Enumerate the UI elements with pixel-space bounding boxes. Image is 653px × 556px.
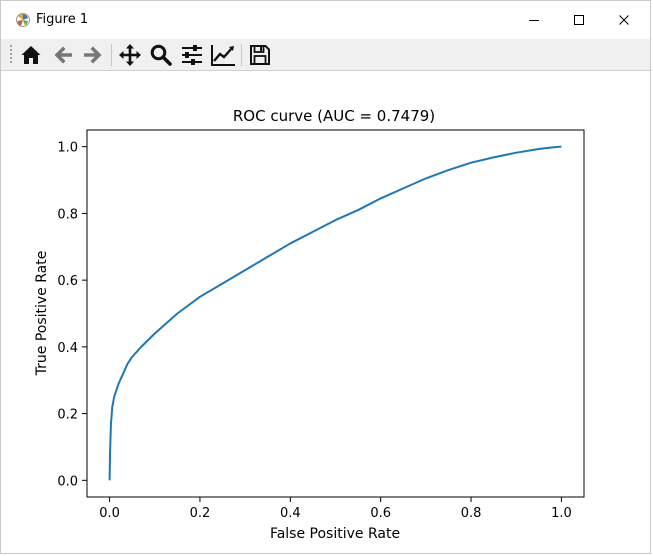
forward-button[interactable] (79, 42, 107, 68)
roc-chart: ROC curve (AUC = 0.7479) 0.0 0.2 0.4 0.6 0.8… (34, 107, 585, 542)
save-button[interactable] (246, 42, 274, 68)
arrow-right-icon (84, 46, 102, 64)
pan-button[interactable] (116, 42, 144, 68)
axes-frame (86, 129, 585, 498)
edit-axis-button[interactable] (209, 42, 237, 68)
zoom-button[interactable] (147, 42, 175, 68)
title-bar[interactable]: Figure 1 (1, 1, 650, 39)
arrow-left-icon (54, 46, 72, 64)
minimize-button[interactable] (511, 1, 557, 39)
x-axis-label: False Positive Rate (270, 526, 400, 542)
maximize-button[interactable] (556, 1, 602, 39)
toolbar-grip[interactable] (10, 44, 13, 66)
figure-canvas[interactable]: ROC curve (AUC = 0.7479) 0.0 0.2 0.4 0.6 0.8… (7, 71, 647, 549)
back-button[interactable] (49, 42, 77, 68)
y-tick-label: 0.6 (57, 274, 78, 289)
x-tick-label: 0.4 (280, 506, 301, 521)
close-icon (619, 15, 629, 25)
home-icon (21, 46, 41, 64)
x-tick-label: 0.6 (370, 506, 391, 521)
magnifier-icon (150, 44, 172, 66)
minimize-icon (529, 20, 539, 21)
configure-subplots-button[interactable] (178, 42, 206, 68)
toolbar-separator (241, 44, 242, 66)
y-axis-label: True Positive Rate (34, 251, 50, 377)
x-tick-label: 0.0 (99, 506, 120, 521)
toolbar-separator (111, 44, 112, 66)
window-title: Figure 1 (36, 12, 89, 27)
x-tick-label: 1.0 (551, 506, 572, 521)
y-tick-label: 0.8 (57, 207, 78, 222)
floppy-disk-icon (250, 45, 270, 65)
matplotlib-icon (15, 12, 31, 28)
y-tick-label: 0.4 (57, 341, 78, 356)
maximize-icon (574, 15, 584, 25)
x-tick-label: 0.2 (190, 506, 211, 521)
x-tick-label: 0.8 (461, 506, 482, 521)
y-tick-label: 0.2 (57, 408, 78, 423)
sliders-icon (182, 45, 202, 65)
y-tick-label: 0.0 (57, 474, 78, 489)
chart-title: ROC curve (AUC = 0.7479) (233, 107, 435, 125)
home-button[interactable] (17, 42, 45, 68)
roc-curve-line (108, 145, 562, 481)
close-button[interactable] (601, 1, 647, 39)
move-icon (119, 44, 141, 66)
line-chart-icon (211, 45, 235, 66)
navigation-toolbar (1, 39, 650, 71)
y-tick-label: 1.0 (57, 141, 78, 156)
